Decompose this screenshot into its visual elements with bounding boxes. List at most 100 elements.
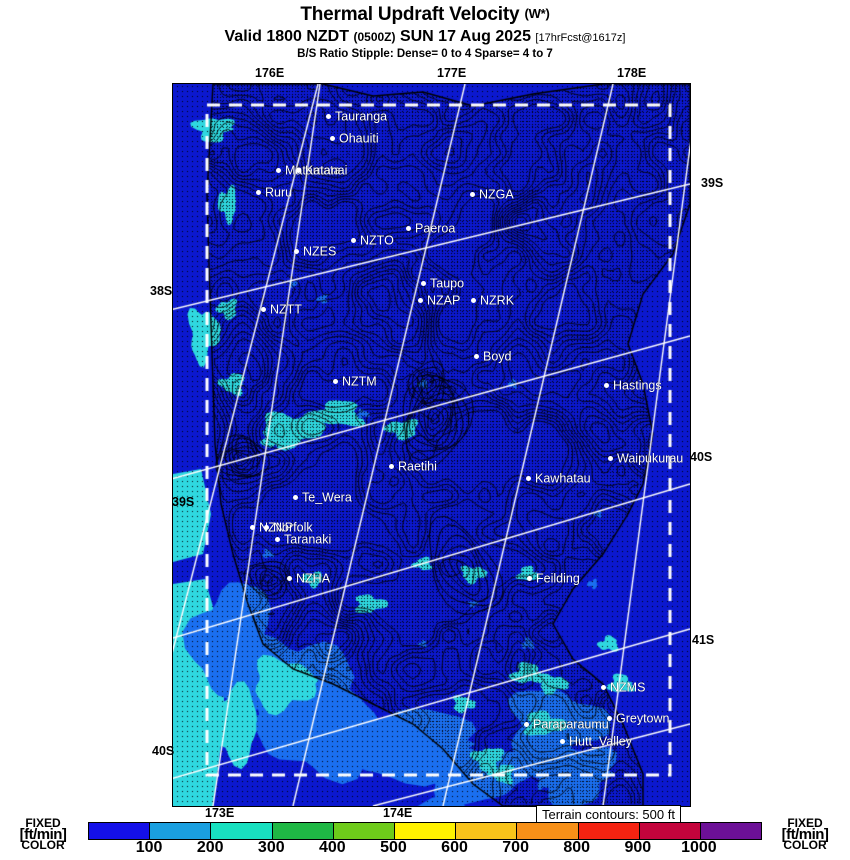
forecast-tag: [17hrFcst@1617z] bbox=[535, 32, 626, 44]
city-marker-nzms: NZMS bbox=[601, 681, 645, 694]
city-dot bbox=[471, 298, 476, 304]
city-dot bbox=[256, 190, 261, 196]
city-dot bbox=[264, 525, 269, 531]
colorbar-segment-4 bbox=[332, 823, 394, 839]
valid-utc-time: (0500Z) bbox=[353, 30, 396, 44]
city-label: NZGA bbox=[479, 187, 514, 202]
stipple-legend-text: B/S Ratio Stipple: Dense= 0 to 4 Sparse=… bbox=[297, 48, 553, 60]
colorbar-segment-7 bbox=[516, 823, 578, 839]
colorbar-segment-2 bbox=[210, 823, 272, 839]
longitude-label: 178E bbox=[617, 66, 647, 80]
city-marker-tauranga: Tauranga bbox=[326, 110, 387, 123]
chart-header: Thermal Updraft Velocity (W*) Valid 1800… bbox=[0, 0, 850, 60]
city-dot bbox=[287, 576, 292, 582]
city-dot bbox=[560, 739, 565, 745]
forecast-map[interactable] bbox=[172, 83, 691, 807]
color-scale: FIXED [ft/min] COLOR 100 200 300 400 500 600 7… bbox=[0, 816, 850, 860]
latitude-label: 41S bbox=[692, 633, 715, 647]
city-dot bbox=[418, 298, 423, 304]
city-dot bbox=[389, 464, 394, 470]
city-dot bbox=[474, 354, 479, 360]
colorbar-segment-9 bbox=[638, 823, 700, 839]
city-marker-feilding: Feilding bbox=[527, 572, 580, 585]
city-marker-nzha: NZHA bbox=[287, 572, 330, 585]
colorbar-tick: 300 bbox=[257, 839, 285, 856]
colorbar-tick: 200 bbox=[196, 839, 224, 856]
city-marker-nzrk: NZRK bbox=[471, 294, 514, 307]
city-dot bbox=[421, 281, 426, 287]
colorbar-segment-10 bbox=[699, 823, 762, 839]
colorbar-segment-0 bbox=[89, 823, 150, 839]
city-marker-raetihi: Raetihi bbox=[389, 460, 437, 473]
longitude-label: 174E bbox=[383, 806, 413, 820]
city-label: NZRK bbox=[480, 293, 515, 308]
thermal-updraft-raster bbox=[173, 84, 690, 806]
colorbar-tick: 1000 bbox=[681, 839, 717, 856]
city-marker-taranaki: Taranaki bbox=[275, 533, 331, 546]
city-label: NZTT bbox=[270, 302, 302, 317]
city-dot bbox=[275, 537, 280, 543]
city-label: NZAP bbox=[427, 293, 461, 308]
city-marker-nzes: NZES bbox=[294, 245, 336, 258]
city-dot bbox=[294, 249, 299, 255]
longitude-label: 176E bbox=[255, 66, 285, 80]
city-marker-taupo: Taupo bbox=[421, 277, 464, 290]
city-marker-nztt: NZTT bbox=[261, 303, 302, 316]
colorbar-left-label: FIXED [ft/min] COLOR bbox=[0, 817, 86, 851]
city-label: Taupo bbox=[430, 276, 465, 291]
city-label: Boyd bbox=[483, 349, 512, 364]
colorbar-tick: 800 bbox=[563, 839, 591, 856]
city-marker-ruru: Ruru bbox=[256, 186, 292, 199]
colorbar-left-units: [ft/min] bbox=[19, 826, 67, 843]
city-dot bbox=[326, 114, 331, 120]
city-marker-greytown: Greytown bbox=[607, 712, 670, 725]
city-label: Paraparaumu bbox=[533, 717, 609, 732]
city-marker-katanai: Katanai bbox=[296, 164, 347, 177]
city-dot bbox=[293, 495, 298, 501]
city-dot bbox=[604, 383, 609, 389]
city-label: Ruru bbox=[265, 185, 293, 200]
colorbar-segment-6 bbox=[455, 823, 517, 839]
city-marker-nznp: NZNP bbox=[250, 521, 293, 534]
city-label: NZNP bbox=[259, 520, 294, 535]
city-marker-matamata: Matamata bbox=[276, 164, 341, 177]
city-dot bbox=[601, 685, 606, 691]
colorbar-segment-3 bbox=[271, 823, 333, 839]
city-label: Ohauiti bbox=[339, 131, 379, 146]
city-label: Tauranga bbox=[335, 109, 388, 124]
city-marker-norfolk: Norfolk bbox=[264, 521, 313, 534]
title-text: Thermal Updraft Velocity bbox=[300, 4, 520, 25]
city-dot bbox=[527, 576, 532, 582]
city-dot bbox=[607, 716, 612, 722]
latitude-label: 40S bbox=[690, 450, 713, 464]
city-dot bbox=[608, 456, 613, 462]
city-label: Te_Wera bbox=[302, 490, 352, 505]
city-label: NZTO bbox=[360, 233, 394, 248]
city-label: Hutt_Valley bbox=[569, 734, 632, 749]
valid-date: SUN 17 Aug 2025 bbox=[399, 28, 531, 45]
city-dot bbox=[261, 307, 266, 313]
city-marker-te_wera: Te_Wera bbox=[293, 491, 352, 504]
colorbar-right-fixed: FIXED bbox=[787, 816, 823, 830]
city-marker-waipukurau: Waipukurau bbox=[608, 452, 683, 465]
city-dot bbox=[276, 168, 281, 174]
city-label: Taranaki bbox=[284, 532, 332, 547]
city-marker-nzap: NZAP bbox=[418, 294, 460, 307]
city-marker-nzto: NZTO bbox=[351, 234, 394, 247]
terrain-contour-note: Terrain contours: 500 ft bbox=[536, 805, 681, 825]
city-label: NZHA bbox=[296, 571, 331, 586]
valid-local-time: Valid 1800 NZDT bbox=[224, 28, 350, 45]
city-label: Feilding bbox=[536, 571, 580, 586]
city-marker-kawhatau: Kawhatau bbox=[526, 472, 591, 485]
colorbar-gradient bbox=[88, 822, 762, 840]
city-label: NZMS bbox=[610, 680, 646, 695]
city-label: Katanai bbox=[305, 163, 348, 178]
city-label: Norfolk bbox=[273, 520, 313, 535]
city-label: Raetihi bbox=[398, 459, 437, 474]
valid-time-line: Valid 1800 NZDT (0500Z) SUN 17 Aug 2025 … bbox=[0, 28, 850, 46]
city-dot bbox=[470, 192, 475, 198]
city-label: Waipukurau bbox=[617, 451, 684, 466]
city-dot bbox=[351, 238, 356, 244]
city-label: Hastings bbox=[613, 378, 662, 393]
city-dot bbox=[526, 476, 531, 482]
